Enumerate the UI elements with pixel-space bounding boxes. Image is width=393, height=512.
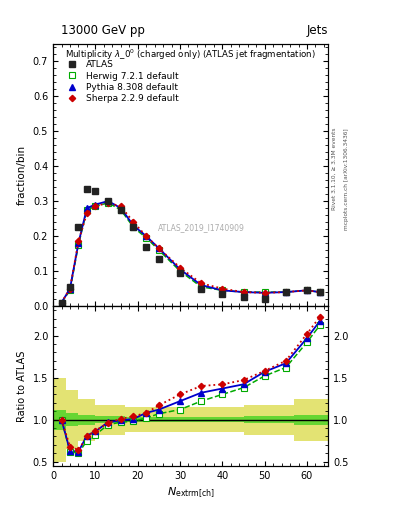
ATLAS: [118, 207, 123, 213]
Text: 13000 GeV pp: 13000 GeV pp: [61, 24, 145, 37]
Sherpa 2.2.9 default: [144, 233, 149, 239]
Pythia 8.308 default: [283, 289, 288, 295]
Herwig 7.2.1 default: [283, 289, 288, 295]
Pythia 8.308 default: [178, 266, 182, 272]
ATLAS: [305, 287, 309, 293]
Herwig 7.2.1 default: [178, 268, 182, 274]
Herwig 7.2.1 default: [156, 247, 161, 253]
Line: Herwig 7.2.1 default: Herwig 7.2.1 default: [59, 200, 323, 305]
Pythia 8.308 default: [199, 282, 204, 288]
Herwig 7.2.1 default: [68, 287, 72, 293]
Y-axis label: fraction/bin: fraction/bin: [17, 145, 27, 205]
Sherpa 2.2.9 default: [178, 265, 182, 271]
Y-axis label: Ratio to ATLAS: Ratio to ATLAS: [17, 350, 27, 422]
ATLAS: [241, 294, 246, 301]
Line: Sherpa 2.2.9 default: Sherpa 2.2.9 default: [59, 201, 322, 305]
Pythia 8.308 default: [59, 300, 64, 306]
Herwig 7.2.1 default: [241, 289, 246, 295]
Line: Pythia 8.308 default: Pythia 8.308 default: [59, 198, 323, 305]
Text: mcplots.cern.ch [arXiv:1306.3436]: mcplots.cern.ch [arXiv:1306.3436]: [344, 128, 349, 230]
Herwig 7.2.1 default: [144, 234, 149, 241]
ATLAS: [93, 187, 98, 194]
Herwig 7.2.1 default: [199, 284, 204, 290]
Legend: ATLAS, Herwig 7.2.1 default, Pythia 8.308 default, Sherpa 2.2.9 default: ATLAS, Herwig 7.2.1 default, Pythia 8.30…: [60, 58, 180, 105]
ATLAS: [283, 289, 288, 295]
ATLAS: [317, 289, 322, 295]
Text: Multiplicity $\lambda\_0^0$ (charged only) (ATLAS jet fragmentation): Multiplicity $\lambda\_0^0$ (charged onl…: [65, 48, 316, 62]
Line: ATLAS: ATLAS: [59, 186, 323, 306]
Text: Rivet 3.1.10, ≥ 3.3M events: Rivet 3.1.10, ≥ 3.3M events: [332, 128, 337, 210]
ATLAS: [144, 244, 149, 250]
Pythia 8.308 default: [317, 289, 322, 295]
Sherpa 2.2.9 default: [262, 290, 267, 296]
Herwig 7.2.1 default: [84, 207, 89, 213]
Text: ATLAS_2019_I1740909: ATLAS_2019_I1740909: [158, 223, 245, 232]
Herwig 7.2.1 default: [118, 207, 123, 213]
ATLAS: [84, 186, 89, 192]
Sherpa 2.2.9 default: [199, 280, 204, 286]
Herwig 7.2.1 default: [317, 289, 322, 295]
Sherpa 2.2.9 default: [84, 210, 89, 217]
Pythia 8.308 default: [76, 240, 81, 246]
ATLAS: [59, 300, 64, 306]
Sherpa 2.2.9 default: [317, 289, 322, 295]
Sherpa 2.2.9 default: [59, 300, 64, 306]
Pythia 8.308 default: [144, 233, 149, 239]
Sherpa 2.2.9 default: [131, 219, 136, 225]
Herwig 7.2.1 default: [220, 287, 225, 293]
Pythia 8.308 default: [106, 198, 110, 204]
Sherpa 2.2.9 default: [220, 286, 225, 292]
Pythia 8.308 default: [262, 290, 267, 296]
Herwig 7.2.1 default: [106, 200, 110, 206]
Sherpa 2.2.9 default: [305, 287, 309, 293]
ATLAS: [106, 198, 110, 204]
Pythia 8.308 default: [220, 287, 225, 293]
Herwig 7.2.1 default: [305, 287, 309, 293]
Sherpa 2.2.9 default: [118, 203, 123, 209]
ATLAS: [76, 224, 81, 230]
X-axis label: $N_{\rm extrm[ch]}$: $N_{\rm extrm[ch]}$: [167, 486, 215, 501]
ATLAS: [68, 284, 72, 290]
ATLAS: [262, 296, 267, 302]
Sherpa 2.2.9 default: [106, 200, 110, 206]
ATLAS: [199, 286, 204, 292]
Sherpa 2.2.9 default: [156, 245, 161, 251]
Sherpa 2.2.9 default: [68, 286, 72, 292]
Pythia 8.308 default: [118, 205, 123, 211]
Pythia 8.308 default: [305, 287, 309, 293]
ATLAS: [220, 291, 225, 297]
Herwig 7.2.1 default: [262, 289, 267, 295]
Sherpa 2.2.9 default: [93, 203, 98, 209]
Herwig 7.2.1 default: [131, 224, 136, 230]
Pythia 8.308 default: [93, 202, 98, 208]
ATLAS: [178, 270, 182, 276]
Pythia 8.308 default: [156, 245, 161, 251]
Herwig 7.2.1 default: [93, 203, 98, 209]
Herwig 7.2.1 default: [76, 242, 81, 248]
Sherpa 2.2.9 default: [241, 289, 246, 295]
Herwig 7.2.1 default: [59, 300, 64, 306]
Pythia 8.308 default: [84, 205, 89, 211]
Sherpa 2.2.9 default: [76, 238, 81, 244]
Pythia 8.308 default: [131, 223, 136, 229]
Pythia 8.308 default: [68, 286, 72, 292]
Text: Jets: Jets: [307, 24, 328, 37]
Sherpa 2.2.9 default: [283, 289, 288, 295]
Pythia 8.308 default: [241, 289, 246, 295]
ATLAS: [131, 224, 136, 230]
ATLAS: [156, 256, 161, 262]
